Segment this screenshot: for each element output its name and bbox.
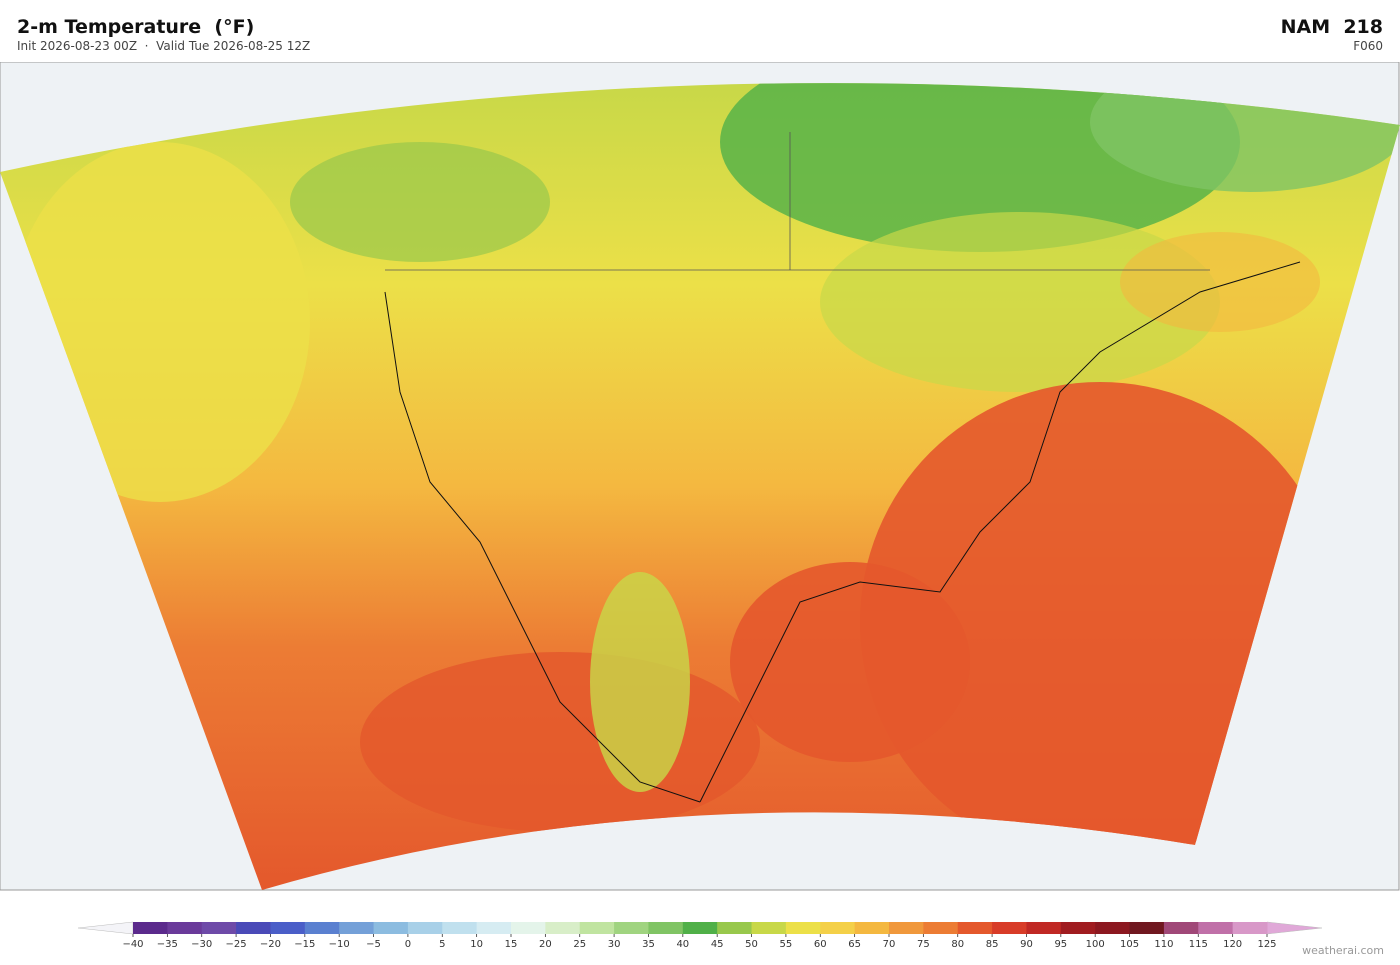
colorbar-segment <box>923 922 959 934</box>
temperature-field <box>10 83 1400 862</box>
colorbar-segment <box>167 922 203 934</box>
colorbar-segment <box>889 922 924 934</box>
colorbar-segment <box>236 922 271 934</box>
colorbar-tick-label: 50 <box>745 939 758 950</box>
colorbar-segment <box>1232 922 1268 934</box>
colorbar-segment <box>133 922 168 934</box>
colorbar-tick-label: 55 <box>780 939 793 950</box>
colorbar-segment <box>854 922 890 934</box>
colorbar-tick-label: 80 <box>951 939 964 950</box>
title: 2-m Temperature (°F) <box>17 16 255 38</box>
coastline <box>384 261 1301 803</box>
colorbar-segment <box>373 922 409 934</box>
colorbar-tick-label: 0 <box>405 939 411 950</box>
colorbar-tick-label: 70 <box>883 939 896 950</box>
watermark: weatherai.com <box>1302 944 1384 957</box>
border <box>385 132 1210 271</box>
colorbar-segment <box>545 922 581 934</box>
colorbar-tick-label: 15 <box>505 939 518 950</box>
colorbar-segment <box>270 922 306 934</box>
colorbar-tick-label: 60 <box>814 939 827 950</box>
colorbar-segment <box>1026 922 1062 934</box>
colorbar-segment <box>407 922 443 934</box>
colorbar-segment <box>614 922 649 934</box>
colorbar-tick-label: 120 <box>1223 939 1242 950</box>
colorbar-segment <box>751 922 787 934</box>
colorbar-tick-label: 65 <box>848 939 861 950</box>
colorbar-tick-label: 30 <box>608 939 621 950</box>
colorbar-segment <box>648 922 684 934</box>
colorbar-tick-label: −20 <box>260 939 281 950</box>
colorbar-tick-label: 75 <box>917 939 930 950</box>
colorbar-tick-label: 10 <box>470 939 483 950</box>
colorbar-tick-label: 95 <box>1054 939 1067 950</box>
colorbar-segment <box>476 922 512 934</box>
colorbar-segment <box>1060 922 1096 934</box>
colorbar-segment <box>785 922 821 934</box>
colorbar-tick-label: −25 <box>226 939 247 950</box>
map <box>0 62 1400 891</box>
colorbar-tick-label: 105 <box>1120 939 1139 950</box>
colorbar-tick-label: −10 <box>329 939 350 950</box>
colorbar-segment <box>1129 922 1165 934</box>
colorbar-segment <box>1198 922 1234 934</box>
colorbar-segment <box>339 922 375 934</box>
colorbar-tick-label: 35 <box>642 939 655 950</box>
colorbar-tick-label: −30 <box>191 939 212 950</box>
colorbar-segment <box>992 922 1027 934</box>
colorbar-segment <box>511 922 546 934</box>
colorbar-tick-label: 100 <box>1086 939 1105 950</box>
colorbar-over <box>1266 921 1323 935</box>
colorbar-tick-label: 115 <box>1189 939 1208 950</box>
colorbar-tick-label: −35 <box>157 939 178 950</box>
colorbar-tick-label: 125 <box>1257 939 1276 950</box>
colorbar-segment <box>1095 922 1131 934</box>
colorbar-segment <box>682 922 718 934</box>
colorbar-tick-label: 45 <box>711 939 724 950</box>
colorbar-segment <box>820 922 856 934</box>
forecast-hour: F060 <box>1353 39 1383 53</box>
colorbar-tick-label: 110 <box>1154 939 1173 950</box>
colorbar-segment <box>717 922 753 934</box>
colorbar-tick-label: −40 <box>122 939 143 950</box>
colorbar: −40 −35 −30 −25 −20 −15 −10 −5 0 5 10 15 20 25 30 35 40 4… <box>77 921 1323 950</box>
colorbar-tick-label: 85 <box>986 939 999 950</box>
colorbar-tick-label: −15 <box>294 939 315 950</box>
colorbar-tick-label: 20 <box>539 939 552 950</box>
colorbar-tick-label: −5 <box>366 939 381 950</box>
colorbar-segment <box>579 922 615 934</box>
colorbar-segment <box>957 922 993 934</box>
colorbar-segment <box>1163 922 1199 934</box>
colorbar-tick-label: 25 <box>573 939 586 950</box>
colorbar-segment <box>304 922 340 934</box>
colorbar-segment <box>442 922 478 934</box>
subtitle: Init 2026-08-23 00Z · Valid Tue 2026-08-… <box>17 39 311 53</box>
colorbar-tick-label: 40 <box>676 939 689 950</box>
model: NAM 218 <box>1280 16 1383 38</box>
colorbar-tick-label: 5 <box>439 939 445 950</box>
colorbar-segment <box>201 922 237 934</box>
colorbar-tick-label: 90 <box>1020 939 1033 950</box>
colorbar-under <box>77 921 134 935</box>
